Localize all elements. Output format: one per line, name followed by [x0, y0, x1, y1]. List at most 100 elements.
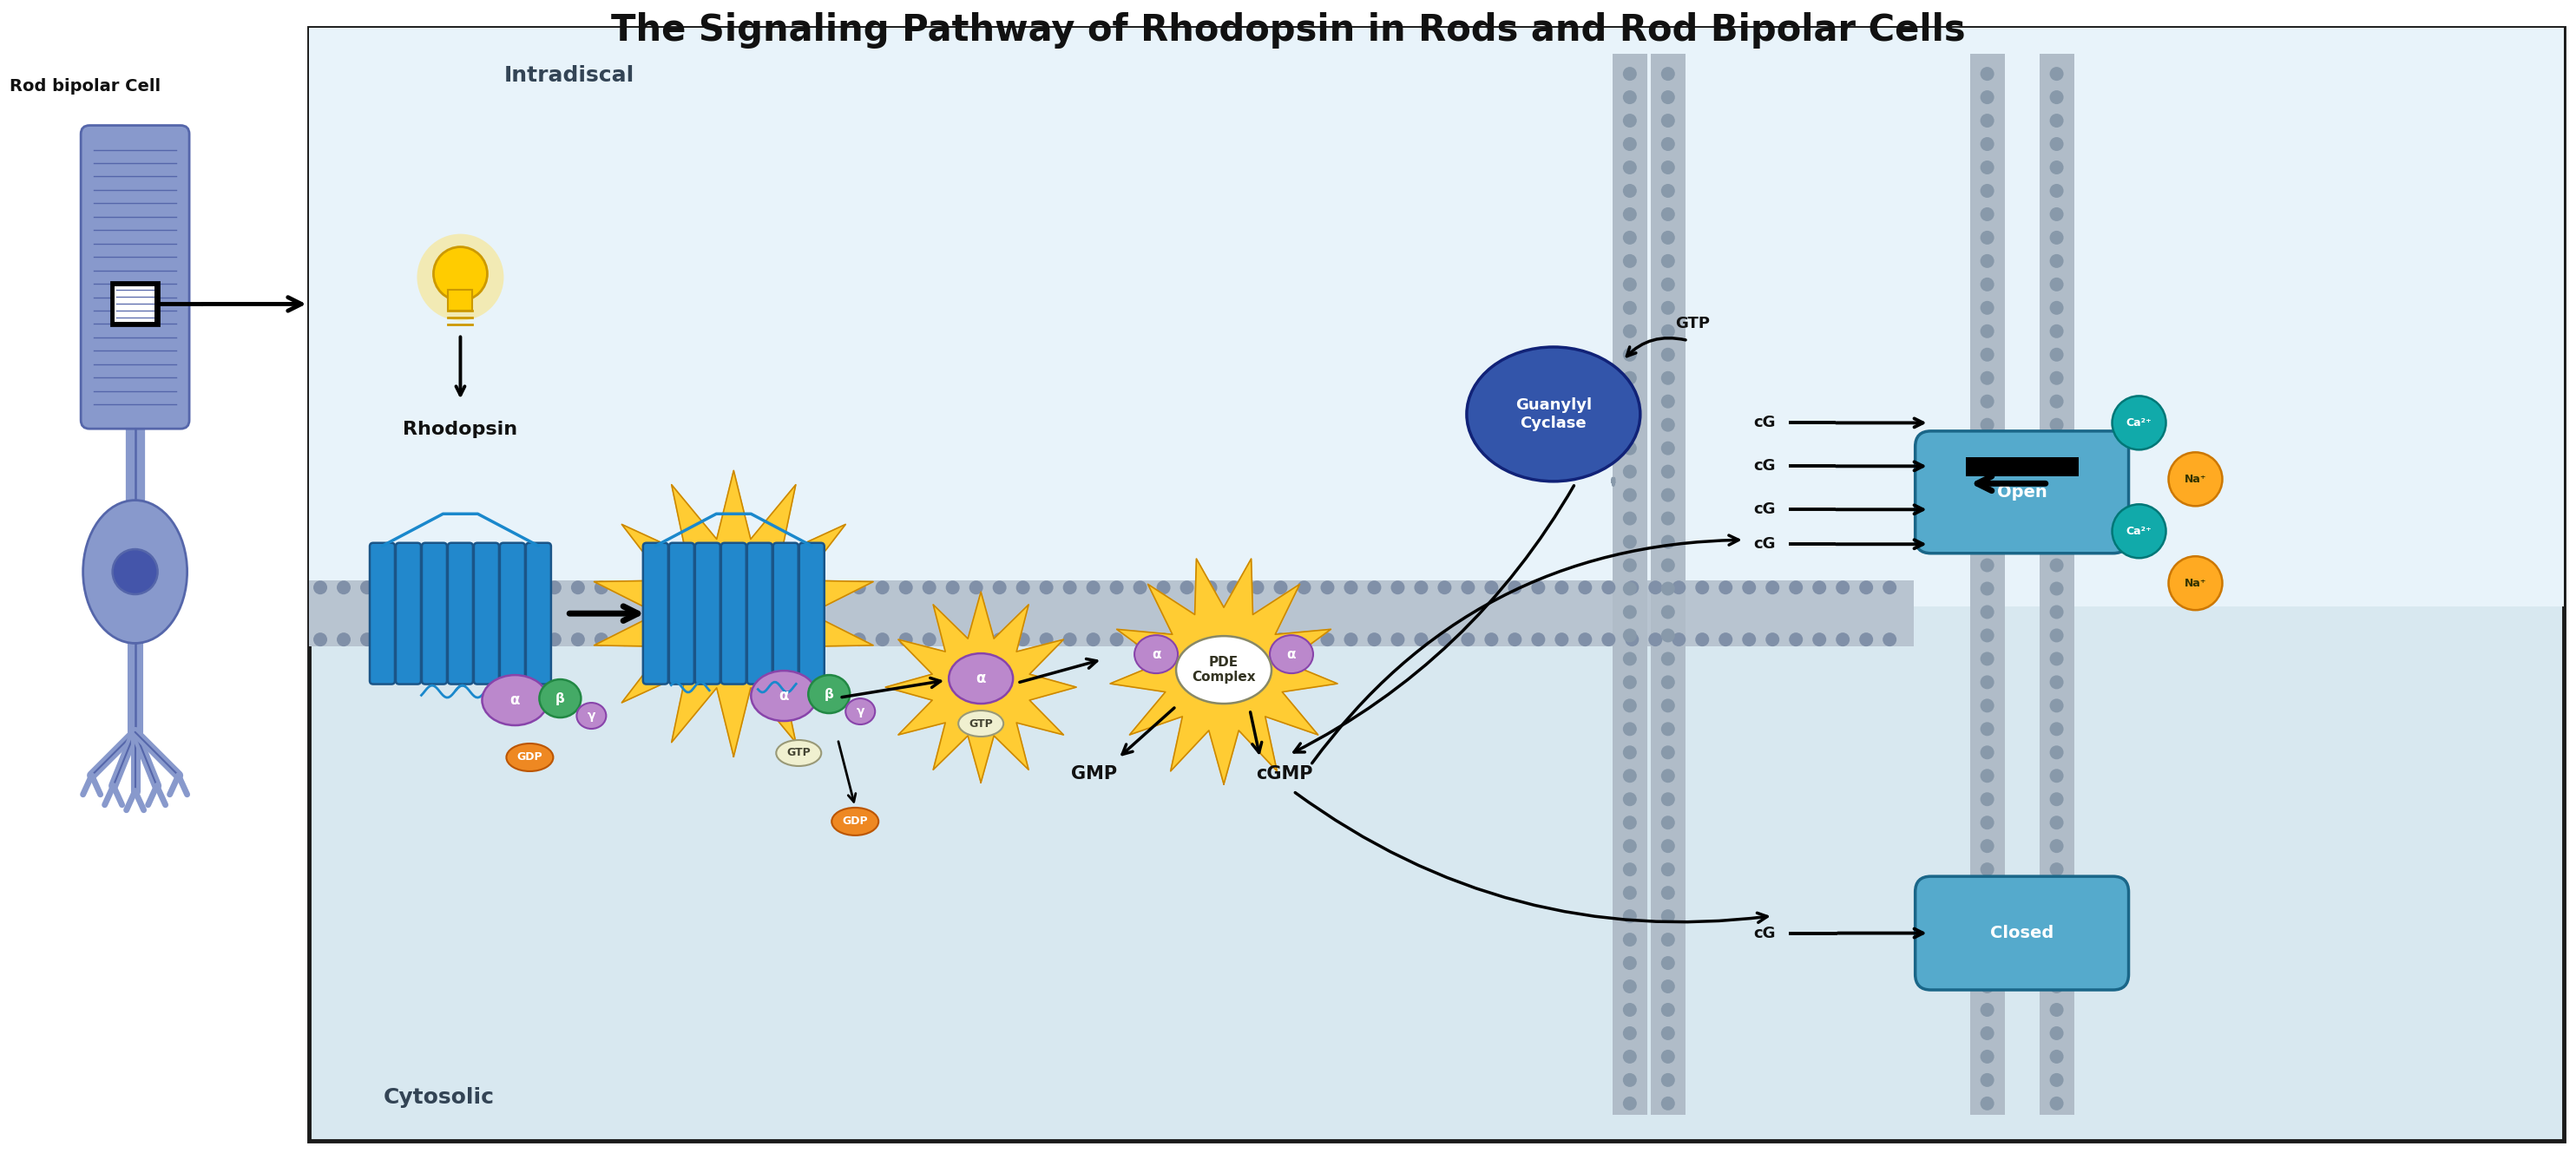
Ellipse shape — [1981, 909, 1994, 923]
Ellipse shape — [1662, 793, 1674, 806]
Ellipse shape — [948, 653, 1012, 703]
Ellipse shape — [781, 633, 796, 646]
Text: The Signaling Pathway of Rhodopsin in Rods and Rod Bipolar Cells: The Signaling Pathway of Rhodopsin in Ro… — [611, 12, 1965, 48]
Ellipse shape — [2050, 465, 2063, 478]
Ellipse shape — [1662, 278, 1674, 292]
Ellipse shape — [1662, 161, 1674, 175]
Text: cG: cG — [1754, 536, 1775, 552]
Polygon shape — [1110, 559, 1337, 785]
Ellipse shape — [1064, 633, 1077, 646]
Ellipse shape — [688, 581, 703, 595]
Text: Closed: Closed — [1991, 925, 2053, 941]
Ellipse shape — [992, 581, 1007, 595]
Ellipse shape — [1981, 863, 1994, 877]
Ellipse shape — [1662, 417, 1674, 431]
Ellipse shape — [1530, 581, 1546, 595]
Ellipse shape — [500, 633, 515, 646]
Ellipse shape — [2050, 161, 2063, 175]
Ellipse shape — [453, 633, 469, 646]
Ellipse shape — [2050, 979, 2063, 993]
Ellipse shape — [2050, 698, 2063, 712]
Ellipse shape — [665, 581, 677, 595]
Ellipse shape — [2050, 840, 2063, 854]
Ellipse shape — [1110, 633, 1123, 646]
Ellipse shape — [1981, 698, 1994, 712]
Ellipse shape — [876, 633, 889, 646]
Ellipse shape — [1249, 581, 1265, 595]
Ellipse shape — [1814, 633, 1826, 646]
Ellipse shape — [407, 581, 420, 595]
Ellipse shape — [2050, 347, 2063, 361]
Ellipse shape — [1368, 633, 1381, 646]
Ellipse shape — [1718, 581, 1734, 595]
Ellipse shape — [1981, 184, 1994, 198]
Text: β: β — [824, 688, 835, 701]
Ellipse shape — [734, 633, 750, 646]
Ellipse shape — [992, 633, 1007, 646]
Ellipse shape — [1623, 465, 1636, 478]
Ellipse shape — [1466, 347, 1641, 482]
Ellipse shape — [1249, 633, 1265, 646]
Ellipse shape — [1981, 114, 1994, 127]
Ellipse shape — [1662, 535, 1674, 549]
Ellipse shape — [523, 581, 538, 595]
Ellipse shape — [734, 581, 750, 595]
Ellipse shape — [1981, 605, 1994, 619]
Bar — [309, 581, 1914, 646]
Ellipse shape — [1623, 816, 1636, 829]
Bar — [1613, 54, 1646, 1115]
Ellipse shape — [711, 581, 726, 595]
Ellipse shape — [113, 549, 157, 595]
Ellipse shape — [1623, 138, 1636, 150]
Ellipse shape — [1981, 1003, 1994, 1017]
Ellipse shape — [1623, 605, 1636, 619]
Ellipse shape — [2050, 956, 2063, 970]
Ellipse shape — [1623, 840, 1636, 854]
Ellipse shape — [2050, 1073, 2063, 1087]
Ellipse shape — [1662, 1096, 1674, 1110]
Ellipse shape — [1788, 581, 1803, 595]
Ellipse shape — [1623, 909, 1636, 923]
FancyBboxPatch shape — [422, 543, 448, 684]
Ellipse shape — [577, 703, 605, 729]
Ellipse shape — [1981, 886, 1994, 900]
Ellipse shape — [1662, 90, 1674, 104]
Text: Ca²⁺: Ca²⁺ — [2125, 526, 2151, 536]
Ellipse shape — [1507, 581, 1522, 595]
Ellipse shape — [2050, 535, 2063, 549]
Ellipse shape — [1623, 254, 1636, 268]
Ellipse shape — [2050, 278, 2063, 292]
Ellipse shape — [314, 633, 327, 646]
Ellipse shape — [2112, 396, 2166, 450]
Ellipse shape — [1662, 956, 1674, 970]
Bar — [1971, 54, 2004, 1115]
Ellipse shape — [2050, 722, 2063, 736]
Ellipse shape — [433, 247, 487, 301]
Ellipse shape — [477, 581, 492, 595]
Ellipse shape — [1662, 863, 1674, 877]
Ellipse shape — [1623, 161, 1636, 175]
Ellipse shape — [1662, 324, 1674, 338]
Ellipse shape — [1203, 633, 1218, 646]
Ellipse shape — [1623, 441, 1636, 455]
Ellipse shape — [1556, 633, 1569, 646]
Ellipse shape — [922, 581, 935, 595]
Ellipse shape — [1110, 581, 1123, 595]
Ellipse shape — [757, 633, 773, 646]
Ellipse shape — [1437, 581, 1450, 595]
Ellipse shape — [1981, 745, 1994, 759]
Text: Rod bipolar Cell: Rod bipolar Cell — [10, 78, 160, 94]
Ellipse shape — [2050, 582, 2063, 596]
Ellipse shape — [1087, 581, 1100, 595]
Ellipse shape — [1662, 231, 1674, 245]
Ellipse shape — [1662, 840, 1674, 854]
Ellipse shape — [538, 680, 582, 717]
Ellipse shape — [2050, 208, 2063, 222]
Ellipse shape — [1981, 1096, 1994, 1110]
Ellipse shape — [641, 581, 654, 595]
Text: Intradiscal: Intradiscal — [505, 65, 634, 85]
Text: α: α — [1151, 648, 1162, 661]
Ellipse shape — [1623, 675, 1636, 689]
Bar — [448, 289, 471, 310]
Ellipse shape — [1623, 278, 1636, 292]
